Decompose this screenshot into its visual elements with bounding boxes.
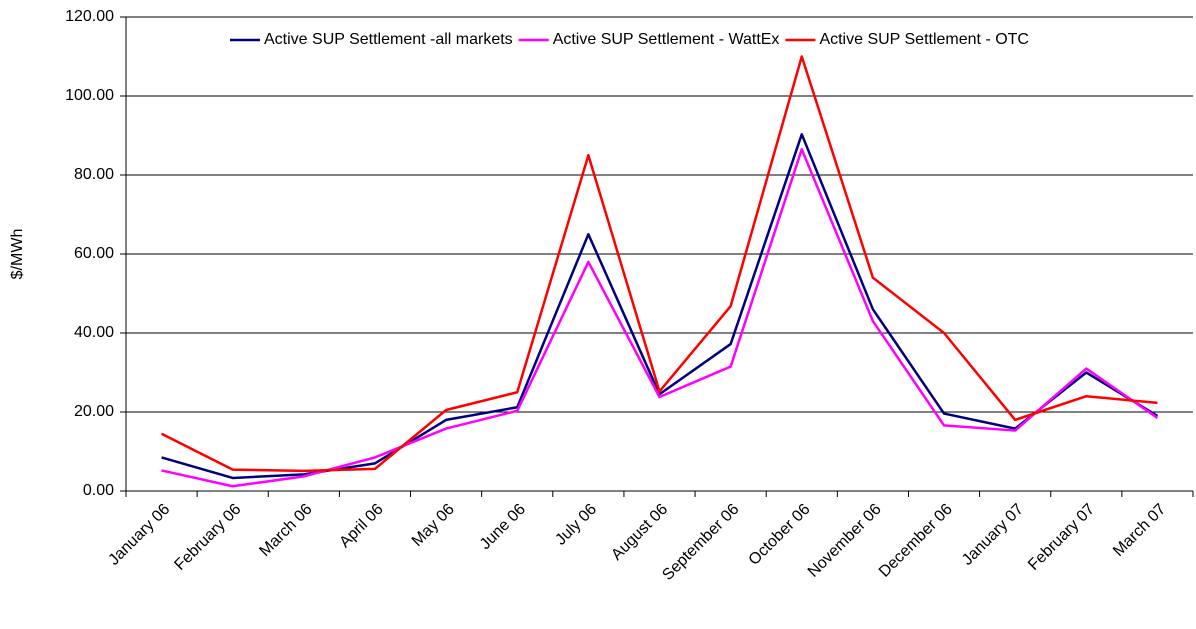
x-tick-label: October 06 [746, 501, 814, 569]
x-tick-label: April 06 [336, 501, 386, 551]
x-tick-label: February 06 [171, 501, 244, 574]
x-tick-label: May 06 [409, 501, 458, 550]
y-tick-label: 80.00 [74, 166, 114, 183]
x-tick-label: March 07 [1110, 501, 1169, 560]
x-tick-label: November 06 [805, 501, 885, 581]
series-line [161, 148, 1159, 488]
x-tick-label: March 06 [256, 501, 315, 560]
series-line [161, 55, 1158, 473]
y-tick-label: 20.00 [74, 403, 114, 420]
legend-label: Active SUP Settlement - WattEx [553, 31, 780, 48]
y-tick-label: 120.00 [65, 8, 114, 25]
x-tick-label: August 06 [608, 501, 671, 564]
y-axis-label: $/MWh [9, 229, 26, 280]
y-tick-label: 0.00 [83, 482, 114, 499]
x-tick-label: June 06 [477, 501, 529, 553]
legend-label: Active SUP Settlement - OTC [819, 31, 1029, 48]
x-tick-label: February 07 [1025, 501, 1098, 574]
y-tick-label: 40.00 [74, 324, 114, 341]
series-line [161, 133, 1159, 480]
y-tick-label: 60.00 [74, 245, 114, 262]
legend-label: Active SUP Settlement -all markets [264, 31, 513, 48]
x-tick-label: January 07 [959, 501, 1027, 569]
x-tick-label: July 06 [552, 501, 600, 549]
x-tick-label: December 06 [876, 501, 956, 581]
y-tick-label: 100.00 [65, 87, 114, 104]
x-tick-label: September 06 [659, 501, 742, 584]
x-tick-label: January 06 [105, 501, 173, 569]
